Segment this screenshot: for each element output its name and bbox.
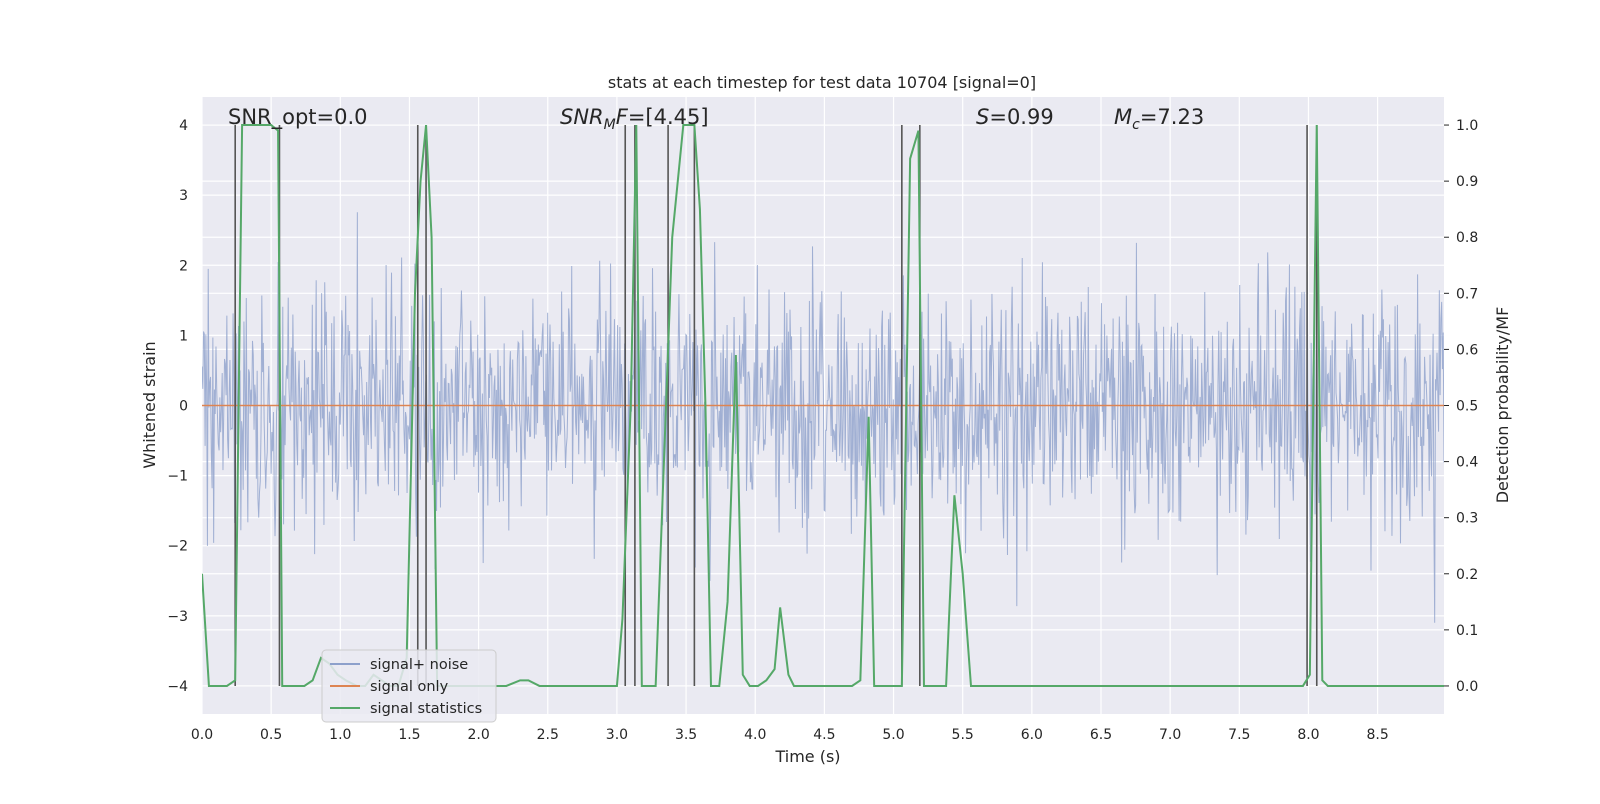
annotation-s-value: =0.99 bbox=[989, 105, 1053, 129]
y-right-tick-label: 0.4 bbox=[1456, 455, 1478, 471]
x-tick-label: 7.0 bbox=[1159, 727, 1181, 743]
y-left-tick-label: 4 bbox=[179, 118, 188, 134]
annotation-snr-mf-sub: M bbox=[604, 117, 616, 133]
x-tick-label: 8.0 bbox=[1297, 727, 1319, 743]
x-tick-label: 5.5 bbox=[952, 727, 974, 743]
annotation-s: S=0.99 bbox=[976, 105, 1054, 129]
legend-label-stats: signal statistics bbox=[370, 701, 482, 717]
y-left-tick-label: −3 bbox=[167, 609, 188, 625]
x-tick-label: 7.5 bbox=[1228, 727, 1250, 743]
x-tick-label: 1.0 bbox=[329, 727, 351, 743]
y-right-tick-label: 0.0 bbox=[1456, 679, 1478, 695]
annotation-snr-mf-mid: F bbox=[616, 105, 629, 129]
x-tick-label: 4.0 bbox=[744, 727, 766, 743]
legend: signal+ noise signal only signal statist… bbox=[321, 649, 497, 723]
x-tick-label: 4.5 bbox=[813, 727, 835, 743]
x-tick-label: 6.0 bbox=[1021, 727, 1043, 743]
x-tick-label: 0.0 bbox=[191, 727, 213, 743]
x-tick-label: 0.5 bbox=[260, 727, 282, 743]
annotation-snr-mf-prefix: SNR bbox=[560, 105, 604, 129]
x-tick-label: 1.5 bbox=[398, 727, 420, 743]
x-tick-label: 6.5 bbox=[1090, 727, 1112, 743]
legend-label-signal: signal only bbox=[370, 679, 449, 695]
y-axis-label-right: Detection probability/MF bbox=[1493, 307, 1512, 504]
x-tick-label: 3.5 bbox=[675, 727, 697, 743]
y-left-tick-label: −1 bbox=[167, 469, 188, 485]
y-right-tick-label: 1.0 bbox=[1456, 118, 1478, 134]
y-left-tick-label: 2 bbox=[179, 258, 188, 274]
y-left-tick-label: 1 bbox=[179, 328, 188, 344]
legend-label-noise: signal+ noise bbox=[370, 657, 468, 673]
noise-layer bbox=[202, 212, 1444, 623]
annotation-s-symbol: S bbox=[976, 105, 989, 129]
x-axis-label: Time (s) bbox=[774, 747, 840, 766]
x-tick-label: 8.5 bbox=[1366, 727, 1388, 743]
y-right-tick-label: 0.5 bbox=[1456, 399, 1478, 415]
ticks-layer: 0.0 0.5 1.0 1.5 2.0 2.5 3.0 3.5 4.0 4.5 5.0 5.5 6.0 6… bbox=[167, 118, 1478, 743]
y-right-tick-label: 0.1 bbox=[1456, 623, 1478, 639]
annotation-mc-symbol: M bbox=[1114, 105, 1132, 129]
annotation-mc-sub: c bbox=[1132, 117, 1140, 133]
annotation-snr-mf: SNRMF=[4.45] bbox=[560, 105, 709, 133]
y-right-tick-label: 0.9 bbox=[1456, 174, 1478, 190]
y-left-tick-label: 0 bbox=[179, 399, 188, 415]
y-right-tick-label: 0.8 bbox=[1456, 230, 1478, 246]
y-right-tick-label: 0.7 bbox=[1456, 286, 1478, 302]
y-axis-label-left: Whitened strain bbox=[140, 341, 159, 468]
y-left-tick-label: −4 bbox=[167, 679, 188, 695]
x-tick-label: 2.5 bbox=[537, 727, 559, 743]
chart-title: stats at each timestep for test data 107… bbox=[608, 73, 1036, 92]
series-signal-plus-noise bbox=[202, 212, 1444, 623]
y-right-tick-label: 0.6 bbox=[1456, 342, 1478, 358]
x-tick-label: 5.0 bbox=[882, 727, 904, 743]
y-left-tick-label: 3 bbox=[179, 188, 188, 204]
legend-box bbox=[321, 649, 497, 723]
annotation-mc: Mc=7.23 bbox=[1114, 105, 1204, 133]
y-right-tick-label: 0.3 bbox=[1456, 511, 1478, 527]
x-tick-label: 3.0 bbox=[606, 727, 628, 743]
annotation-snr-opt: SNR_opt=0.0 bbox=[228, 105, 368, 130]
annotation-snr-mf-value: =[4.45] bbox=[628, 105, 709, 129]
x-tick-label: 2.0 bbox=[467, 727, 489, 743]
annotation-mc-value: =7.23 bbox=[1140, 105, 1204, 129]
y-left-tick-label: −2 bbox=[167, 539, 188, 555]
y-right-tick-label: 0.2 bbox=[1456, 567, 1478, 583]
